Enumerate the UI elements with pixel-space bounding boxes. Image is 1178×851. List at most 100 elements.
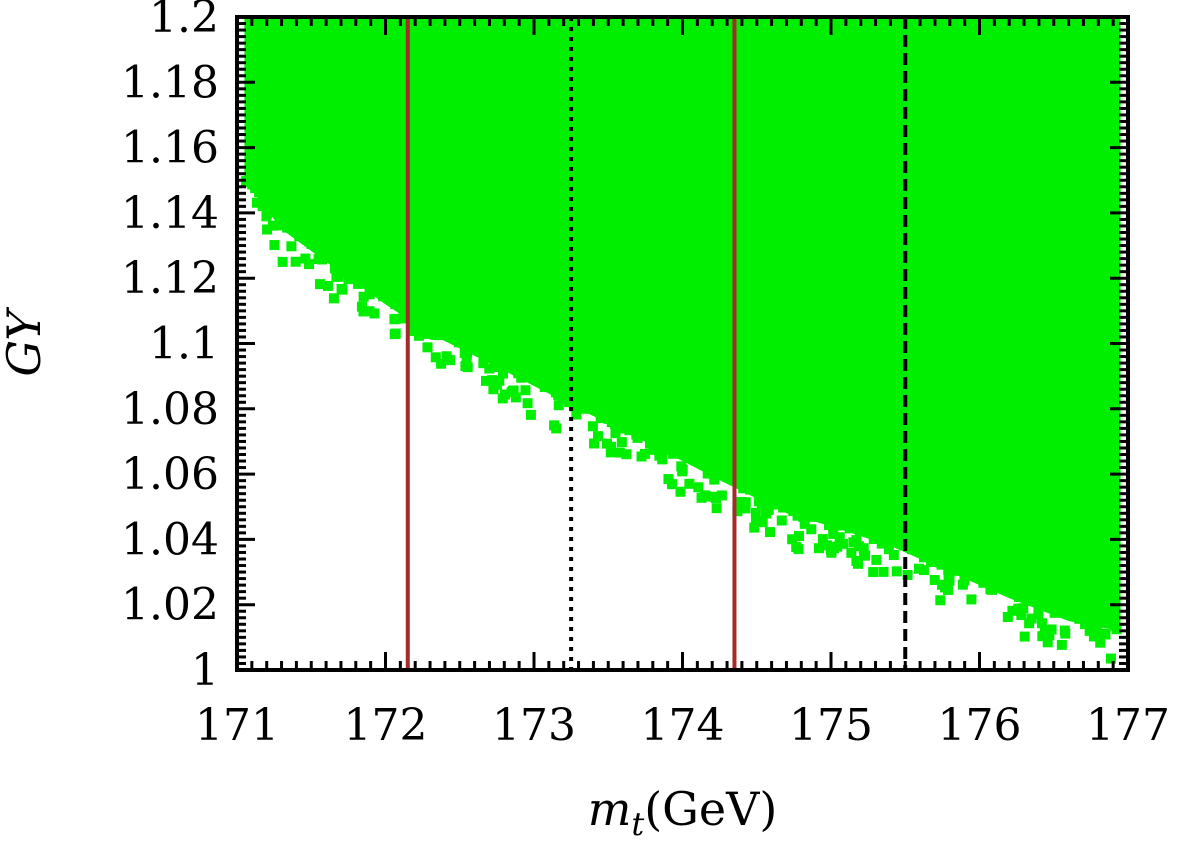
scatter-point xyxy=(1040,599,1051,610)
y-tick-label: 1.18 xyxy=(121,57,219,108)
scatter-point xyxy=(411,314,422,325)
x-tick-label: 176 xyxy=(938,700,1022,751)
scatter-point xyxy=(639,448,650,459)
scatter-point xyxy=(1094,612,1105,623)
x-axis-title-subscript: t xyxy=(631,805,644,843)
scatter-point xyxy=(336,283,347,294)
y-axis-title: GY xyxy=(0,306,51,377)
scatter-point xyxy=(605,447,616,458)
scatter-point xyxy=(500,389,511,400)
scatter-point xyxy=(282,222,293,233)
scatter-point xyxy=(648,444,659,455)
scatter-point xyxy=(614,447,625,458)
scatter-point xyxy=(852,558,863,569)
scatter-point xyxy=(834,532,845,543)
scatter-point xyxy=(702,468,713,479)
scatter-point xyxy=(358,291,369,302)
scatter-point xyxy=(942,584,953,595)
scatter-point xyxy=(1002,611,1013,622)
scatter-point xyxy=(441,351,452,362)
scatter-point xyxy=(826,512,837,523)
scatter-point xyxy=(740,503,751,514)
scatter-point xyxy=(1048,602,1059,613)
scatter-point xyxy=(1080,609,1091,620)
scatter-point xyxy=(858,543,869,554)
scatter-point xyxy=(751,515,762,526)
scatter-point xyxy=(286,241,297,252)
scatter-point xyxy=(926,556,937,567)
scatter-point xyxy=(844,523,855,534)
scatter-point xyxy=(868,567,879,578)
scatter-point xyxy=(515,366,526,377)
scatter-point xyxy=(883,544,894,555)
scatter-point xyxy=(891,566,902,577)
scatter-point xyxy=(750,507,761,518)
scatter-point xyxy=(799,518,810,529)
scatter-point xyxy=(813,543,824,554)
scatter-point xyxy=(262,208,273,219)
scatter-point xyxy=(1105,653,1116,664)
scatter-point xyxy=(304,259,315,270)
scatter-point xyxy=(748,482,759,493)
scatter-point xyxy=(372,283,383,294)
scatter-point xyxy=(488,384,499,395)
scatter-point xyxy=(549,420,560,431)
scatter-point xyxy=(640,430,651,441)
scatter-point xyxy=(1046,624,1057,635)
scatter-point xyxy=(956,565,967,576)
scatter-point xyxy=(616,415,627,426)
scatter-point xyxy=(369,308,380,319)
scatter-point xyxy=(768,498,779,509)
scatter-point xyxy=(1013,587,1024,598)
scatter-point xyxy=(616,437,627,448)
scatter-point xyxy=(262,196,273,207)
scatter-point xyxy=(989,578,1000,589)
scatter-point xyxy=(478,358,489,369)
scatter-point xyxy=(484,363,495,374)
scatter-point xyxy=(418,318,429,329)
scatter-point xyxy=(810,509,821,520)
scatter-point xyxy=(494,375,505,386)
scatter-point xyxy=(806,524,817,535)
vertical-reference-lines xyxy=(405,17,908,670)
scatter-point xyxy=(581,398,592,409)
y-tick-label: 1.06 xyxy=(121,449,219,500)
scatter-point xyxy=(1033,608,1044,619)
scatter-point xyxy=(1024,591,1035,602)
scatter-point xyxy=(303,234,314,245)
scatter-point xyxy=(1039,626,1050,637)
scatter-point xyxy=(817,534,828,545)
x-axis-title-main: m xyxy=(588,782,632,836)
scatter-point xyxy=(409,325,420,336)
scatter-point xyxy=(650,432,661,443)
x-tick-label: 171 xyxy=(195,700,279,751)
scatter-point xyxy=(929,574,940,585)
scatter-point xyxy=(716,490,727,501)
plot-frame xyxy=(235,15,1130,672)
scatter-point xyxy=(693,482,704,493)
scatter-point xyxy=(696,492,707,503)
scatter-point xyxy=(502,357,513,368)
scatter-point xyxy=(824,520,835,531)
x-axis-title-unit: (GeV) xyxy=(644,782,777,836)
scatter-point xyxy=(250,179,261,190)
scatter-point xyxy=(435,324,446,335)
scatter-point xyxy=(923,551,934,562)
scatter-point xyxy=(495,361,506,372)
y-tick-label: 1.04 xyxy=(121,514,219,565)
scatter-point xyxy=(1056,639,1067,650)
y-tick-label: 1 xyxy=(191,645,219,696)
scatter-point xyxy=(902,569,913,580)
scatter-point xyxy=(908,544,919,555)
scatter-point xyxy=(719,470,730,481)
scatter-point xyxy=(663,474,674,485)
scatter-point xyxy=(876,538,887,549)
scatter-point xyxy=(1026,613,1037,624)
scatter-point xyxy=(262,224,273,235)
scatter-point xyxy=(846,547,857,558)
scatter-point xyxy=(366,286,377,297)
scatter-point xyxy=(1007,605,1018,616)
x-tick-label: 173 xyxy=(492,700,576,751)
scatter-point xyxy=(290,256,301,267)
